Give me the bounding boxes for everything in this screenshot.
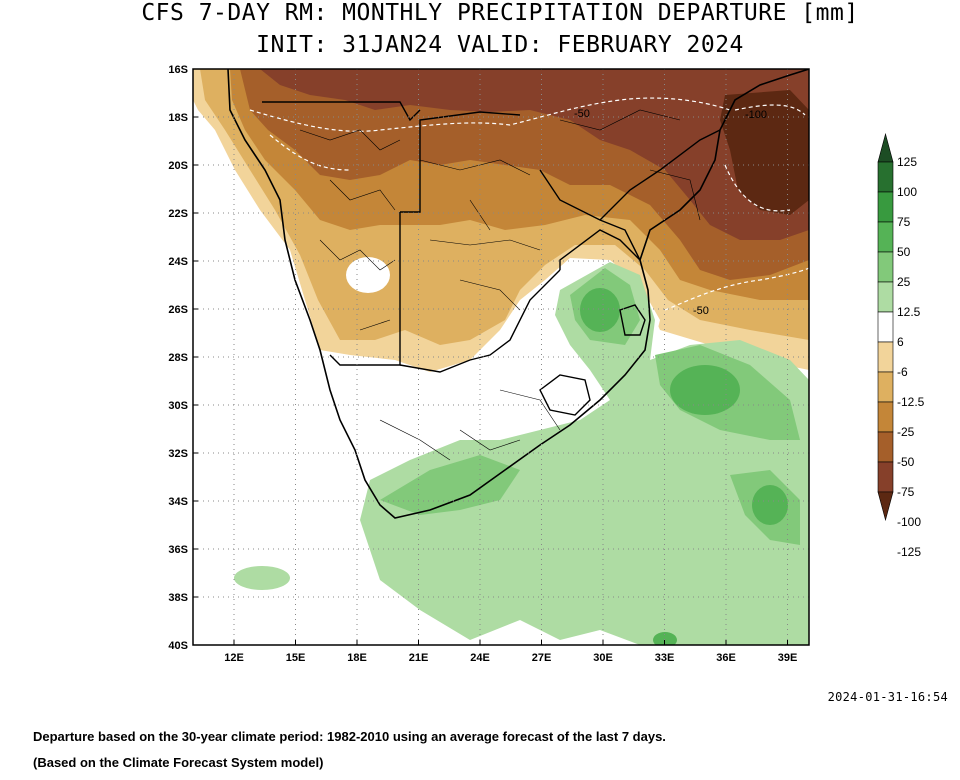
lon-tick-label: 39E xyxy=(778,652,798,664)
wet-core-2 xyxy=(670,365,740,415)
longitude-axis: 12E 15E 18E 21E 24E 27E 30E 33E 36E 39E xyxy=(224,640,797,664)
lat-tick-label: 22S xyxy=(168,208,188,220)
timestamp: 2024-01-31-16:54 xyxy=(827,690,948,704)
lat-tick-label: 20S xyxy=(168,160,188,172)
title-line-1: CFS 7-DAY RM: MONTHLY PRECIPITATION DEPA… xyxy=(141,0,859,26)
colorbar-segment xyxy=(877,221,894,253)
lat-tick-label: 32S xyxy=(168,448,188,460)
precip-field xyxy=(193,69,809,645)
colorbar-segment xyxy=(877,281,894,313)
lon-tick-label: 12E xyxy=(224,652,244,664)
colorbar-label: -100 xyxy=(897,515,921,529)
lat-tick-label: 28S xyxy=(168,352,188,364)
footnote-climate-period: Departure based on the 30-year climate p… xyxy=(33,729,666,744)
wet-area-medium-3 xyxy=(380,455,520,515)
colorbar-label: 75 xyxy=(897,215,911,229)
colorbar-label: 25 xyxy=(897,275,911,289)
colorbar-label: -50 xyxy=(897,455,915,469)
colorbar-segment xyxy=(877,371,894,403)
footnote-model: (Based on the Climate Forecast System mo… xyxy=(33,755,324,770)
lon-tick-label: 27E xyxy=(532,652,552,664)
lat-tick-label: 26S xyxy=(168,304,188,316)
colorbar-label: -75 xyxy=(897,485,915,499)
latitude-axis: 16S 18S 20S 22S 24S 26S 28S 30S 32S 34S 36S 38S 40S xyxy=(168,64,198,652)
wet-area-light-2 xyxy=(234,566,290,590)
wet-core-1 xyxy=(580,288,620,332)
colorbar-label: 125 xyxy=(897,155,917,169)
colorbar-segment xyxy=(877,161,894,193)
colorbar-label: -12.5 xyxy=(897,395,925,409)
lat-tick-label: 40S xyxy=(168,640,188,652)
lat-tick-label: 38S xyxy=(168,592,188,604)
colorbar-segment xyxy=(877,431,894,463)
lon-gridlines xyxy=(233,69,788,645)
lon-tick-label: 21E xyxy=(409,652,429,664)
lon-tick-label: 18E xyxy=(347,652,367,664)
contour-label-1: -50 xyxy=(574,108,590,120)
lon-tick-label: 15E xyxy=(286,652,306,664)
lat-tick-label: 16S xyxy=(168,64,188,76)
lon-tick-label: 24E xyxy=(470,652,490,664)
contour-minus50-north xyxy=(249,97,731,132)
colorbar: 125 100 75 50 25 12.5 6 -6 -12.5 -25 -50 -75 -100 -12… xyxy=(877,132,925,559)
colorbar-segment xyxy=(877,191,894,223)
colorbar-label: 100 xyxy=(897,185,917,199)
dry-band-darker xyxy=(260,69,809,240)
colorbar-label: 12.5 xyxy=(897,305,921,319)
contour-minus100-ne xyxy=(724,104,806,212)
lat-tick-label: 18S xyxy=(168,112,188,124)
lon-tick-label: 30E xyxy=(593,652,613,664)
colorbar-segment xyxy=(877,461,894,493)
contour-label-2: -100 xyxy=(745,109,767,121)
colorbar-label: -6 xyxy=(897,365,908,379)
colorbar-bottom-arrow xyxy=(877,491,894,522)
colorbar-label: 50 xyxy=(897,245,911,259)
dry-core-northeast xyxy=(720,90,809,215)
lon-tick-label: 33E xyxy=(655,652,675,664)
colorbar-segment xyxy=(877,341,894,373)
coastline xyxy=(227,69,809,519)
contour-label-3: -50 xyxy=(693,305,709,317)
wet-core-4 xyxy=(653,632,677,645)
colorbar-segment xyxy=(877,311,894,343)
lat-tick-label: 24S xyxy=(168,256,188,268)
wet-core-3 xyxy=(752,485,788,525)
contour-minus50-west xyxy=(269,134,351,171)
precipitation-map: -50 -100 -50 16S 18S 20S 22S 24S 26S 28S 30S 32S… xyxy=(168,64,925,664)
lat-tick-label: 36S xyxy=(168,544,188,556)
national-borders xyxy=(262,101,721,416)
lon-tick-label: 36E xyxy=(716,652,736,664)
lat-tick-label: 30S xyxy=(168,400,188,412)
lat-tick-label: 34S xyxy=(168,496,188,508)
colorbar-segment xyxy=(877,401,894,433)
contour-minus50-east xyxy=(664,267,809,311)
neutral-pocket xyxy=(346,257,390,293)
colorbar-label: 6 xyxy=(897,335,904,349)
title-line-2: INIT: 31JAN24 VALID: FEBRUARY 2024 xyxy=(256,32,744,58)
colorbar-top-arrow xyxy=(877,132,894,163)
colorbar-label: -25 xyxy=(897,425,915,439)
colorbar-segment xyxy=(877,251,894,283)
colorbar-label: -125 xyxy=(897,545,921,559)
